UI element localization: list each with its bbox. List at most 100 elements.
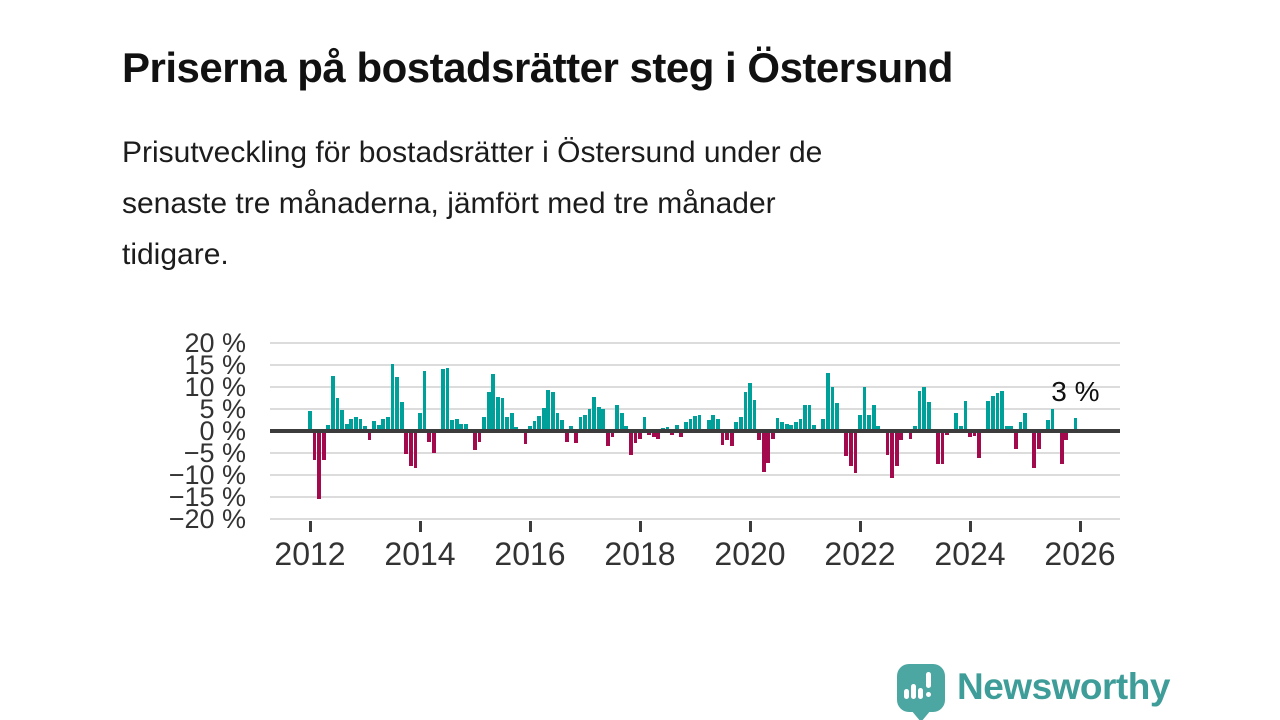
newsworthy-logo-text: Newsworthy — [957, 666, 1170, 707]
bar — [738, 416, 743, 431]
bar — [349, 418, 354, 431]
gridline — [270, 452, 1120, 454]
y-axis-label: −20 % — [168, 504, 246, 534]
bar — [541, 407, 546, 431]
bar — [317, 431, 322, 500]
bar — [1013, 431, 1018, 450]
bar — [651, 431, 656, 438]
bar — [596, 406, 601, 431]
bar — [1023, 413, 1027, 431]
bar — [972, 431, 977, 436]
bar — [601, 408, 606, 431]
bar — [798, 418, 803, 431]
bar — [858, 414, 862, 431]
bar — [390, 364, 395, 431]
y-axis-label: 0 % — [199, 416, 246, 446]
bar — [995, 392, 1000, 431]
bar — [716, 419, 720, 431]
bar — [551, 392, 555, 431]
bar — [500, 398, 505, 431]
subtitle: Prisutveckling för bostadsrätter i Öster… — [122, 127, 1122, 280]
bar — [628, 431, 633, 455]
last-value-label: 3 % — [1051, 376, 1100, 407]
bar — [826, 373, 830, 431]
bar — [711, 415, 716, 431]
bar — [1000, 390, 1004, 431]
logo-exclamation-bar — [926, 672, 931, 688]
bar — [963, 401, 968, 431]
zero-axis-line — [270, 429, 1120, 433]
bar — [729, 431, 734, 446]
bar — [656, 431, 661, 440]
bar — [463, 424, 468, 431]
bar — [748, 383, 752, 431]
bar — [560, 420, 564, 431]
bar — [491, 374, 496, 431]
bar — [413, 431, 418, 468]
bar — [1032, 431, 1037, 468]
bar — [450, 419, 454, 431]
bar — [312, 431, 317, 460]
bar — [642, 416, 647, 431]
bar — [633, 431, 638, 443]
bar — [986, 401, 991, 431]
bar — [926, 401, 931, 431]
bar — [445, 368, 450, 431]
bar — [688, 418, 693, 431]
bar — [830, 386, 835, 431]
bar — [977, 431, 982, 459]
bar — [537, 416, 542, 431]
bar — [761, 431, 766, 473]
bar — [670, 431, 674, 436]
bar — [1036, 431, 1041, 450]
bar — [1059, 431, 1064, 464]
bar — [638, 431, 642, 439]
x-axis-tick — [858, 521, 862, 532]
gridline — [270, 518, 1120, 520]
gridline — [270, 342, 1120, 344]
x-axis-tick — [1078, 521, 1082, 532]
bar — [752, 400, 757, 431]
bar — [624, 426, 629, 431]
x-axis-tick — [528, 521, 532, 532]
x-axis-label: 2022 — [824, 536, 896, 572]
bar — [697, 415, 702, 431]
bar — [454, 418, 459, 431]
bar — [363, 426, 367, 431]
bar — [381, 418, 386, 431]
bar — [780, 421, 784, 431]
bar — [353, 416, 358, 431]
x-axis-label: 2014 — [384, 536, 456, 572]
bar — [422, 370, 427, 431]
bar — [812, 425, 817, 431]
bar — [418, 412, 422, 431]
bar — [706, 420, 711, 431]
bar — [1046, 419, 1050, 431]
speech-bubble-tail — [911, 710, 931, 720]
bar — [477, 431, 482, 442]
bar — [340, 410, 344, 431]
bar — [615, 404, 619, 431]
logo-exclamation-dot — [926, 692, 931, 697]
gridline — [270, 364, 1120, 366]
bar — [954, 412, 959, 431]
bar — [940, 431, 945, 464]
bar — [848, 431, 853, 466]
bar — [853, 431, 858, 474]
bar — [725, 431, 729, 441]
bar — [1050, 409, 1055, 431]
bar — [734, 421, 739, 431]
bar — [386, 416, 390, 431]
bar — [679, 431, 684, 438]
bar — [968, 431, 972, 438]
bar — [862, 386, 867, 431]
bar — [331, 376, 335, 431]
bar — [1018, 421, 1023, 431]
bar — [532, 421, 537, 431]
bar — [757, 431, 762, 441]
bar — [427, 431, 432, 442]
bar — [936, 431, 940, 464]
bar — [367, 431, 372, 440]
bar — [610, 431, 615, 438]
bar — [958, 426, 963, 431]
